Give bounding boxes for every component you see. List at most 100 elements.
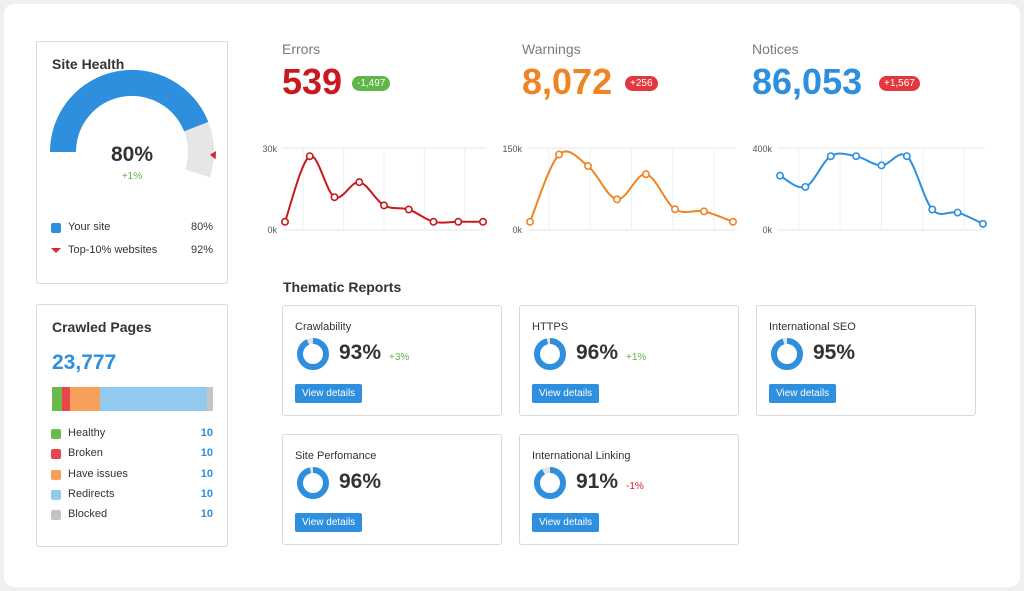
top10-marker-icon <box>209 151 216 160</box>
report-delta: +1% <box>626 352 647 363</box>
chart-point-1[interactable] <box>801 182 810 191</box>
report-percent: 93% <box>339 341 382 364</box>
report-ring-icon <box>771 338 803 370</box>
stack-segment-healthy <box>52 387 62 411</box>
warnings-chart: 150k 0k <box>502 144 738 235</box>
chart-point-3[interactable] <box>852 152 861 161</box>
errors-badge: -1,497 <box>352 76 391 91</box>
chart-point-0[interactable] <box>280 217 289 226</box>
chart-point-4[interactable] <box>877 161 886 170</box>
view-details-button[interactable]: View details <box>532 513 600 532</box>
legend-healthy: Healthy 10 <box>51 426 213 442</box>
chart-point-7[interactable] <box>454 217 463 226</box>
notices-badge: +1,567 <box>879 76 920 91</box>
site-health-card: Site Health 80% +1% Your site 80% Top-10… <box>36 41 228 284</box>
chart-y-tick-top: 150k <box>502 144 522 154</box>
warnings-badge: +256 <box>625 76 658 91</box>
chart-point-3[interactable] <box>355 178 364 187</box>
thematic-reports-title: Thematic Reports <box>283 279 402 295</box>
report-delta: +3% <box>389 352 410 363</box>
report-percent: 95% <box>813 341 856 364</box>
stack-segment-have-issues <box>69 387 101 411</box>
chart-y-tick-top: 30k <box>262 144 277 154</box>
legend-your-site: Your site 80% <box>51 220 213 236</box>
notices-metric: Notices 86,053 +1,567 <box>752 41 972 102</box>
site-health-gauge: 80% +1% <box>49 69 216 182</box>
view-details-button[interactable]: View details <box>532 384 600 403</box>
legend-have-issues: Have issues 10 <box>51 467 213 483</box>
blue-square-icon <box>51 223 61 233</box>
chart-point-0[interactable] <box>775 171 784 180</box>
chart-point-0[interactable] <box>525 217 534 226</box>
chart-point-2[interactable] <box>826 152 835 161</box>
color-square-icon <box>51 429 61 439</box>
report-percent: 96% <box>339 470 382 493</box>
chart-point-1[interactable] <box>305 152 314 161</box>
gauge-value-arc <box>49 69 209 153</box>
color-square-icon <box>51 449 61 460</box>
chart-point-5[interactable] <box>404 205 413 214</box>
report-percent: 91% <box>576 470 619 493</box>
legend-redirects: Redirects 10 <box>51 487 213 503</box>
chart-point-4[interactable] <box>380 201 389 210</box>
report-card-international-seo: International SEO 95% View details <box>756 305 976 416</box>
warnings-metric: Warnings 8,072 +256 <box>522 41 722 102</box>
report-card-https: HTTPS 96% +1% View details <box>519 305 739 416</box>
crawled-pages-stack-bar <box>52 387 213 411</box>
chart-point-7[interactable] <box>729 217 738 226</box>
report-ring-icon <box>534 467 566 499</box>
report-name: HTTPS <box>532 321 569 333</box>
legend-blocked: Blocked 10 <box>51 507 213 523</box>
stack-segment-blocked <box>206 387 213 411</box>
red-triangle-icon <box>51 248 61 253</box>
legend-broken: Broken 10 <box>51 446 213 462</box>
report-ring-icon <box>534 338 566 370</box>
view-details-button[interactable]: View details <box>769 384 837 403</box>
crawled-pages-total: 23,777 <box>52 351 117 374</box>
report-card-site-perfomance: Site Perfomance 96% View details <box>282 434 502 545</box>
report-name: Crawlability <box>295 321 352 333</box>
errors-metric: Errors 539 -1,497 <box>282 41 482 102</box>
report-card-international-linking: International Linking 91% -1% View details <box>519 434 739 545</box>
report-name: International Linking <box>532 450 631 462</box>
site-health-percent: 80% <box>111 143 153 166</box>
chart-y-tick-bottom: 0k <box>762 225 772 235</box>
chart-point-2[interactable] <box>584 162 593 171</box>
report-delta: -1% <box>626 481 644 492</box>
view-details-button[interactable]: View details <box>295 513 363 532</box>
notices-chart: 400k 0k <box>752 144 988 235</box>
color-square-icon <box>51 489 61 500</box>
chart-y-tick-bottom: 0k <box>512 225 522 235</box>
report-card-crawlability: Crawlability 93% +3% View details <box>282 305 502 416</box>
chart-point-1[interactable] <box>554 150 563 159</box>
stack-segment-redirects <box>100 387 207 411</box>
report-ring-icon <box>297 467 329 499</box>
chart-point-3[interactable] <box>613 195 622 204</box>
color-square-icon <box>51 510 61 521</box>
chart-y-tick-top: 400k <box>752 144 772 154</box>
errors-chart: 30k 0k <box>262 144 488 235</box>
chart-point-5[interactable] <box>671 205 680 214</box>
chart-point-6[interactable] <box>700 207 709 216</box>
crawled-pages-title: Crawled Pages <box>52 319 152 335</box>
chart-point-6[interactable] <box>928 205 937 214</box>
chart-point-4[interactable] <box>642 170 651 179</box>
notices-value: 86,053 <box>752 61 863 102</box>
chart-point-5[interactable] <box>902 152 911 161</box>
report-name: International SEO <box>769 321 856 333</box>
view-details-button[interactable]: View details <box>295 384 363 403</box>
color-square-icon <box>51 469 61 480</box>
report-name: Site Perfomance <box>295 450 377 462</box>
chart-point-8[interactable] <box>979 219 988 228</box>
warnings-value: 8,072 <box>522 61 613 102</box>
legend-top10: Top-10% websites 92% <box>51 243 213 259</box>
chart-point-7[interactable] <box>953 208 962 217</box>
chart-point-6[interactable] <box>429 217 438 226</box>
chart-point-8[interactable] <box>479 217 488 226</box>
crawled-pages-card: Crawled Pages 23,777 Healthy 10 Broken 10 Ha… <box>36 304 228 547</box>
report-ring-icon <box>297 338 329 370</box>
stack-segment-broken <box>61 387 70 411</box>
chart-point-2[interactable] <box>330 193 339 202</box>
site-health-title: Site Health <box>52 56 125 72</box>
report-percent: 96% <box>576 341 619 364</box>
